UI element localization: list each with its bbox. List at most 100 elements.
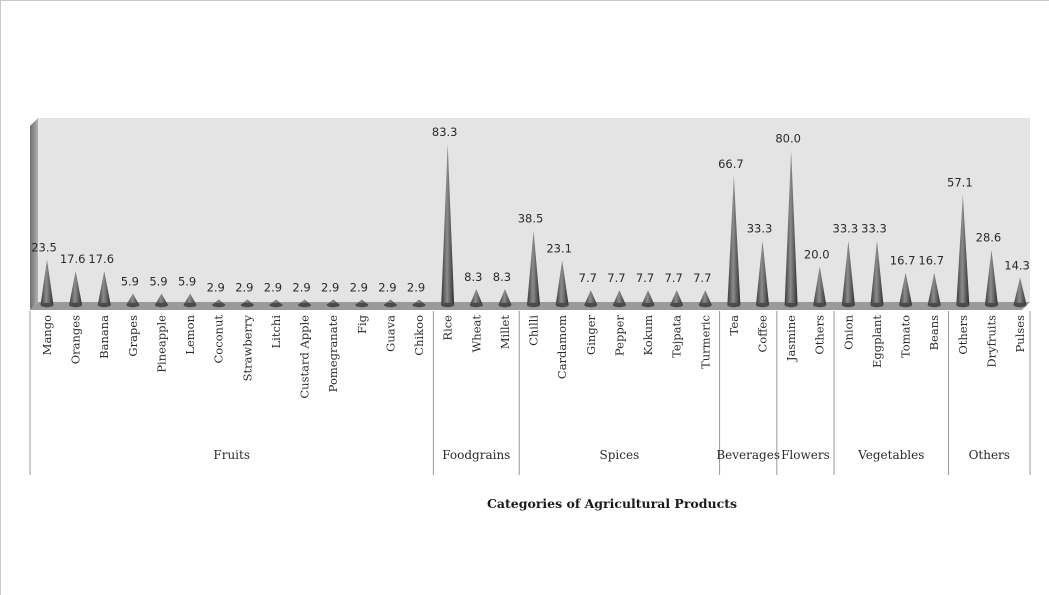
cone-base bbox=[126, 302, 140, 308]
cone-mark bbox=[698, 290, 712, 305]
cone-mark bbox=[956, 194, 970, 305]
cone-mark bbox=[727, 176, 741, 305]
category-label: Strawberry bbox=[240, 315, 254, 382]
value-label: 2.9 bbox=[207, 280, 225, 294]
category-label: Pulses bbox=[1013, 315, 1027, 353]
category-label: Others bbox=[956, 315, 970, 355]
value-label: 16.7 bbox=[918, 254, 944, 268]
cone-base bbox=[555, 302, 569, 308]
cone-mark bbox=[126, 293, 140, 305]
value-label: 2.9 bbox=[235, 280, 253, 294]
cone-base bbox=[355, 302, 369, 308]
cone-base bbox=[698, 302, 712, 308]
category-label: Beans bbox=[927, 315, 941, 351]
value-label: 2.9 bbox=[407, 280, 425, 294]
cone-base bbox=[240, 302, 254, 308]
category-label: Pepper bbox=[612, 315, 626, 357]
value-label: 57.1 bbox=[947, 176, 973, 190]
plot-back-wall bbox=[38, 118, 1030, 302]
cone-base bbox=[1013, 302, 1027, 308]
plot-side-wall bbox=[30, 118, 38, 310]
category-label: Tejpata bbox=[670, 315, 684, 358]
cone-base bbox=[670, 302, 684, 308]
category-label: Coffee bbox=[756, 315, 770, 353]
category-label: Custard Apple bbox=[298, 315, 312, 399]
value-label: 28.6 bbox=[976, 231, 1002, 245]
cone-base bbox=[784, 302, 798, 308]
cone-mark bbox=[813, 266, 827, 305]
cone-mark bbox=[1013, 277, 1027, 305]
category-label: Guava bbox=[383, 315, 397, 352]
cone-base bbox=[69, 302, 83, 308]
cone-mark bbox=[870, 240, 884, 305]
cone-mark bbox=[555, 260, 569, 305]
category-label: Banana bbox=[97, 315, 111, 359]
cone-base bbox=[727, 302, 741, 308]
value-label: 7.7 bbox=[693, 271, 711, 285]
cone-base bbox=[498, 302, 512, 308]
category-label: Chilli bbox=[527, 315, 541, 346]
cone-base bbox=[326, 302, 340, 308]
category-label: Eggplant bbox=[870, 315, 884, 368]
cone-base bbox=[612, 302, 626, 308]
category-label: Others bbox=[813, 315, 827, 355]
value-label: 2.9 bbox=[350, 280, 368, 294]
category-label: Dryfruits bbox=[984, 315, 998, 368]
category-label: Tomato bbox=[899, 315, 913, 358]
cone-base bbox=[383, 302, 397, 308]
cone-mark bbox=[154, 293, 168, 305]
value-label: 83.3 bbox=[432, 125, 458, 139]
value-label: 66.7 bbox=[718, 157, 744, 171]
cone-base bbox=[899, 302, 913, 308]
value-label: 2.9 bbox=[321, 280, 339, 294]
cone-mark bbox=[441, 143, 455, 305]
value-label: 5.9 bbox=[121, 275, 139, 289]
category-label: Jasmine bbox=[784, 315, 798, 362]
cone-base bbox=[298, 302, 312, 308]
value-label: 7.7 bbox=[664, 271, 682, 285]
category-label: Grapes bbox=[126, 315, 140, 357]
value-label: 17.6 bbox=[88, 252, 114, 266]
cone-base bbox=[927, 302, 941, 308]
cone-mark bbox=[97, 270, 111, 305]
cone-base bbox=[97, 302, 111, 308]
cone-base bbox=[813, 302, 827, 308]
cone-mark bbox=[584, 290, 598, 305]
cone-base bbox=[841, 302, 855, 308]
value-label: 23.5 bbox=[31, 241, 57, 255]
category-label: Onion bbox=[841, 314, 855, 349]
cone-base bbox=[641, 302, 655, 308]
group-label: Beverages bbox=[716, 448, 780, 462]
category-label: Ginger bbox=[584, 314, 598, 354]
group-label: Flowers bbox=[781, 448, 830, 462]
category-label: Mango bbox=[40, 315, 54, 355]
cone-mark bbox=[40, 259, 54, 305]
cone-mark bbox=[527, 230, 541, 305]
x-axis-title: Categories of Agricultural Products bbox=[487, 496, 737, 511]
group-label: Foodgrains bbox=[442, 448, 510, 462]
cone-mark bbox=[612, 290, 626, 305]
cone-mark bbox=[756, 240, 769, 305]
category-label: Cardamom bbox=[555, 315, 569, 379]
value-label: 7.7 bbox=[636, 271, 654, 285]
group-label: Others bbox=[969, 448, 1010, 462]
value-label: 38.5 bbox=[518, 212, 544, 226]
cone-base bbox=[756, 302, 769, 308]
cone-base bbox=[412, 302, 426, 308]
category-label: Kokum bbox=[641, 315, 655, 356]
cone-base bbox=[154, 302, 168, 308]
cone-mark bbox=[784, 150, 798, 305]
category-label: Rice bbox=[441, 315, 455, 341]
value-label: 5.9 bbox=[178, 275, 196, 289]
value-label: 5.9 bbox=[149, 275, 167, 289]
cone-base bbox=[469, 302, 483, 308]
value-label: 2.9 bbox=[378, 280, 396, 294]
group-label: Spices bbox=[600, 448, 640, 462]
value-label: 2.9 bbox=[292, 280, 310, 294]
category-label: Chikoo bbox=[412, 315, 426, 356]
cone-mark bbox=[984, 249, 998, 305]
category-label: Turmeric bbox=[698, 315, 712, 369]
group-label: Vegetables bbox=[857, 448, 924, 462]
value-label: 20.0 bbox=[804, 247, 830, 261]
